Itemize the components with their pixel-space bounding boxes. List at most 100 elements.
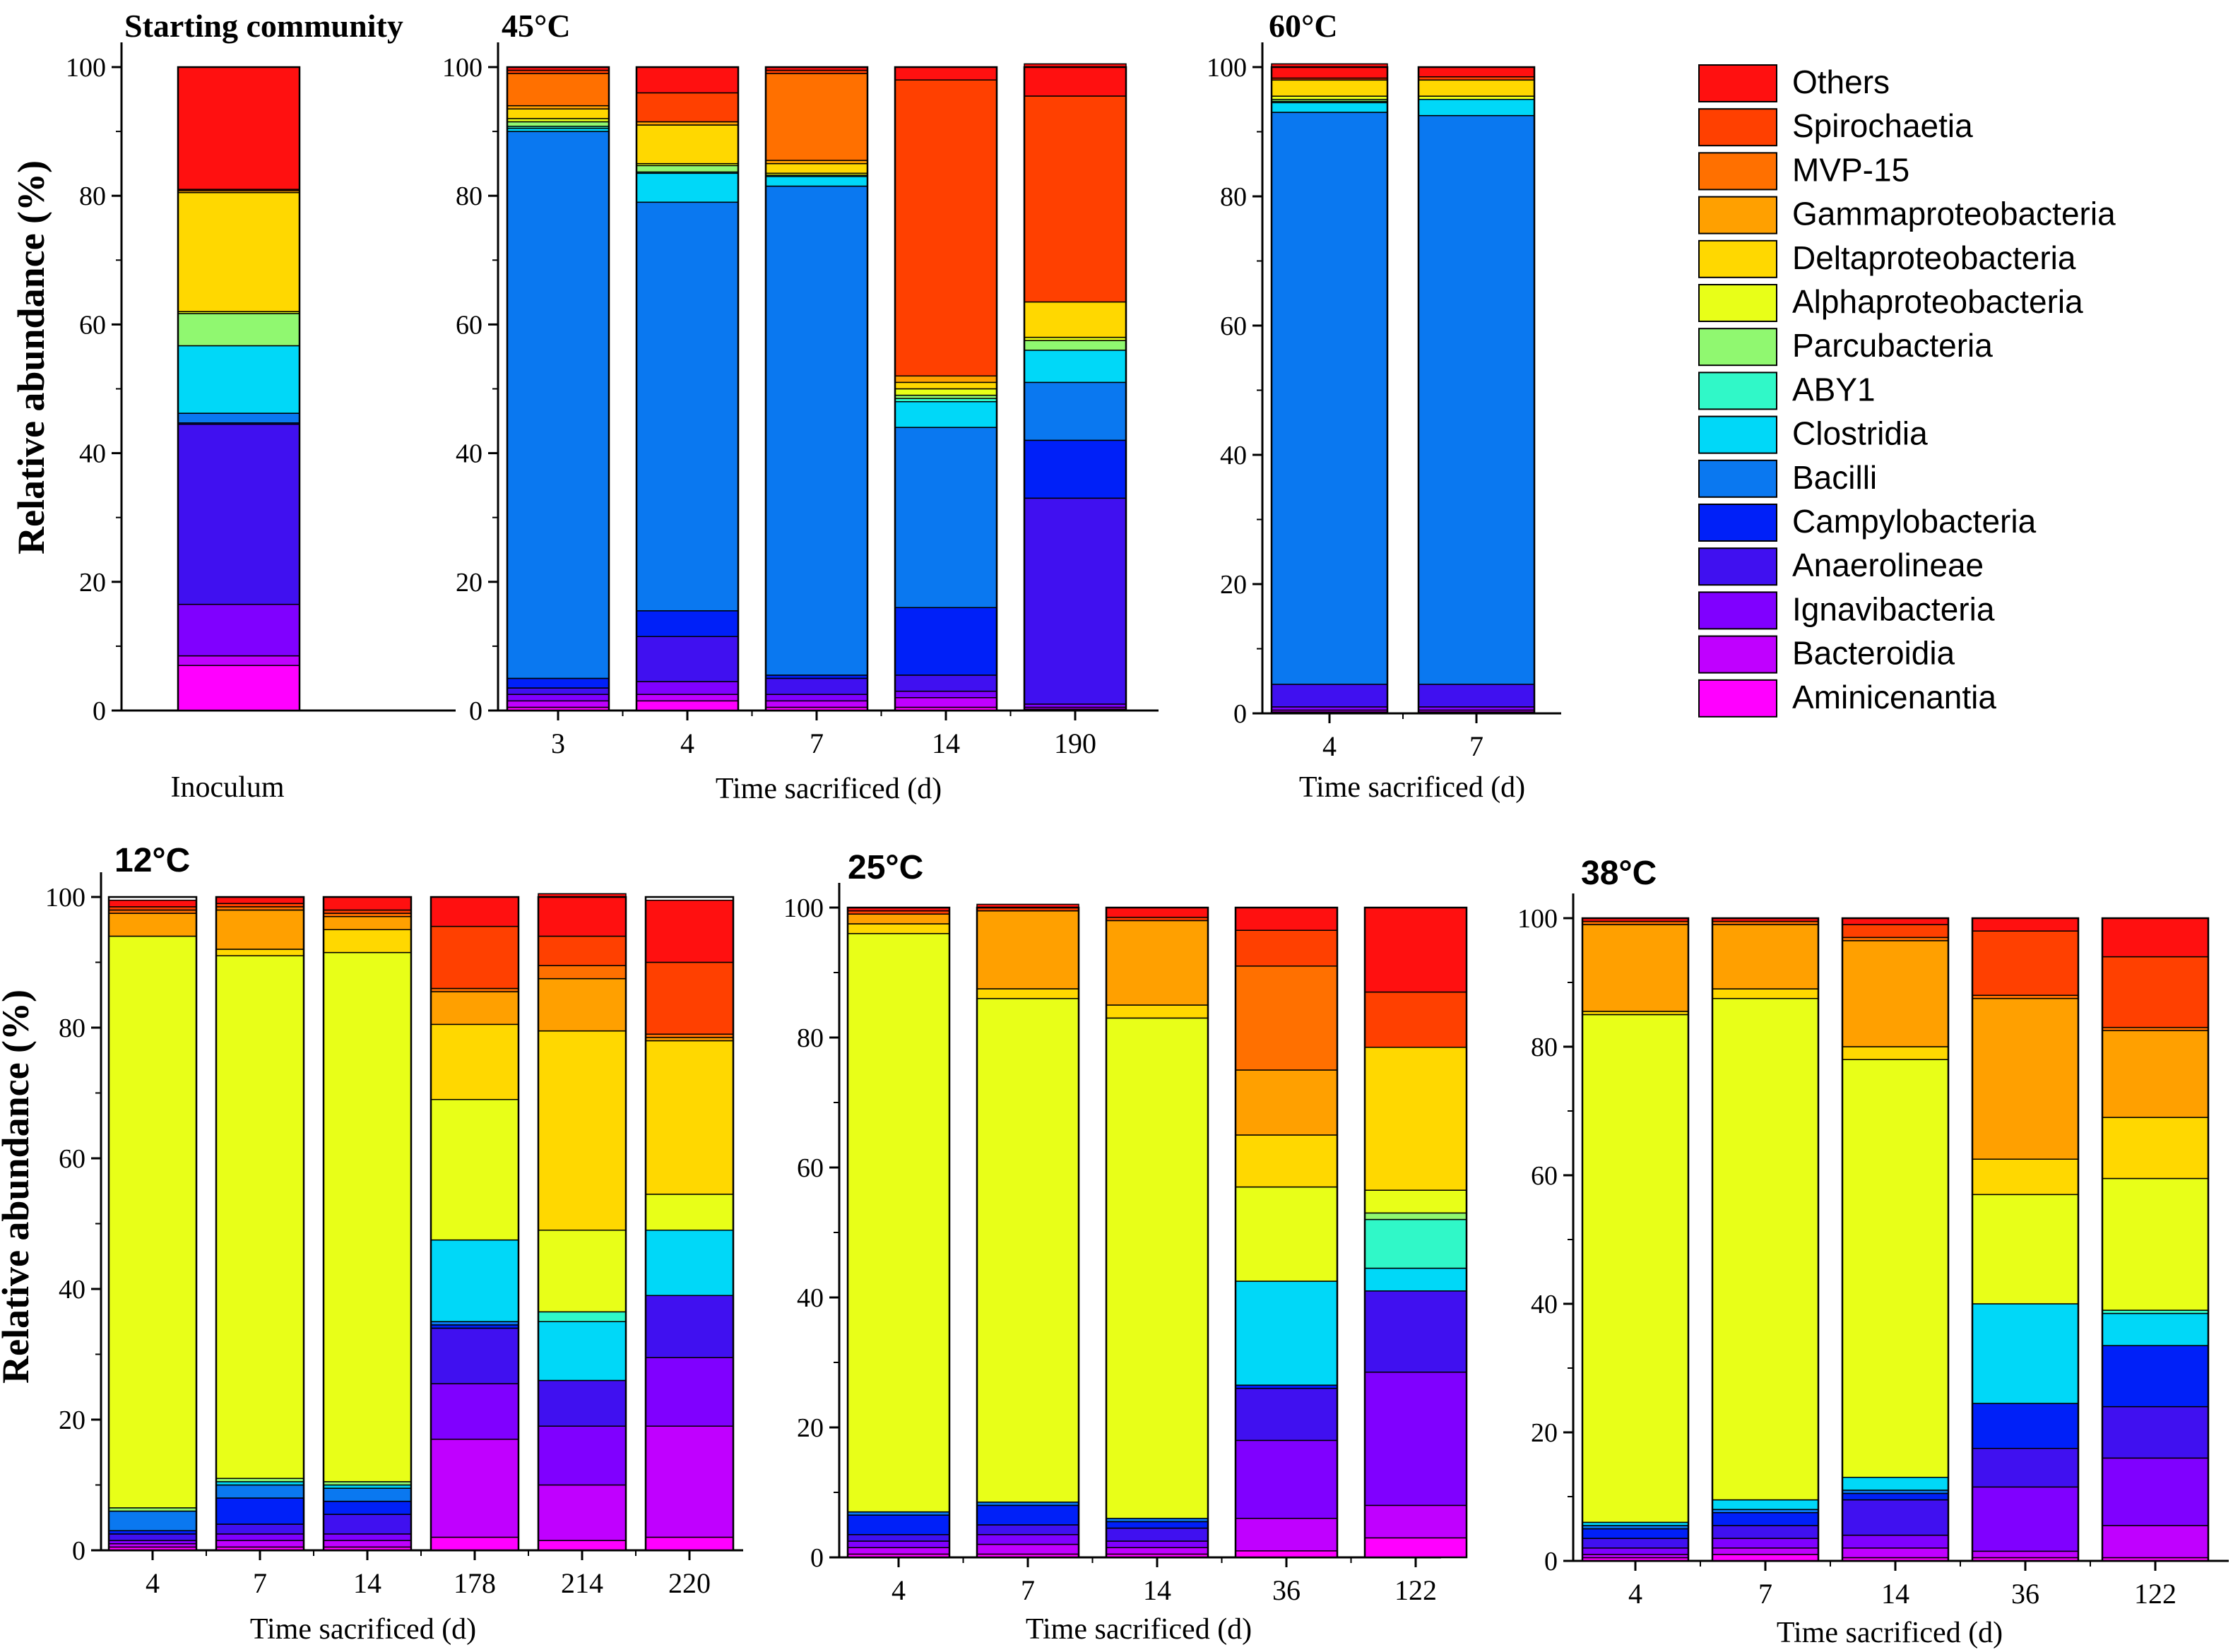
bar-segment-deltaproteobacteria-14 [323,929,412,953]
bar-segment-clostridia-14 [1842,1476,1949,1491]
bar-segment-ignavibacteria-122 [1364,1372,1467,1507]
y-tick-label: 80 [79,182,106,211]
bar-segment-clostridia-36 [1235,1280,1338,1386]
bar-segment-deltaproteobacteria-7 [765,162,868,174]
bar-segment-alphaproteobacteria-7 [215,955,304,1479]
bar-segment-others-14 [1106,907,1209,918]
legend-swatch [1698,196,1777,234]
y-tick-label: 40 [1531,1290,1558,1319]
bar-segment-campylobacteria-4 [847,1514,950,1535]
bar-segment-deltaproteobacteria-122 [1364,1047,1467,1191]
bar-segment-others-7 [1418,66,1535,78]
x-tick-label: 7 [810,727,824,759]
bar-segment-deltaproteobacteria-4 [1271,79,1388,97]
x-tick-label: 14 [1143,1574,1171,1606]
bar-segment-campylobacteria-14 [1106,1521,1209,1529]
bar-segment-campylobacteria-122 [2102,1345,2209,1408]
bar-segment-gammaproteobacteria-7 [1712,924,1819,990]
bar-segment-ignavibacteria-7 [976,1534,1079,1545]
bar-segment-bacteroidia-Inoculum [177,655,300,666]
x-tick-label: 36 [2011,1578,2039,1610]
bar-segment-gammaproteobacteria-7 [976,910,1079,990]
legend-swatch [1698,415,1777,454]
panel-title-45c: 45°C [502,8,571,44]
bar-segment-alphaproteobacteria-122 [1364,1189,1467,1214]
panel-5: 0 20 40 60 80 100 4 7 14 36 122 [1517,893,2229,1610]
bar-segment-bacteroidia-122 [2102,1525,2209,1559]
bar-segment-campylobacteria-36 [1972,1403,2079,1449]
bar-segment-clostridia-4 [1271,102,1388,113]
y-tick-label: 40 [79,439,106,469]
bar-segment-deltaproteobacteria-4 [636,124,739,165]
bar-segment-aminicenantia-Inoculum [177,665,300,711]
legend-item: Clostridia [1698,415,1928,454]
bar-segment-others-14 [894,66,997,81]
bar-segment-ignavibacteria-36 [1972,1486,2079,1552]
y-tick-label: 20 [456,568,482,598]
bar-segment-bacteroidia-7 [215,1540,304,1548]
x-tick-label: 7 [1021,1574,1035,1606]
bar-segment-gammaproteobacteria-122 [2102,1030,2209,1118]
bar-segment-bacteroidia-36 [1235,1518,1338,1552]
bar-segment-aminicenantia-122 [1364,1537,1467,1558]
bar-segment-bacilli-Inoculum [177,412,300,424]
bar-segment-anaerolineae-7 [765,677,868,695]
bar-segment-bacteroidia-4 [847,1547,950,1555]
panel-0: 0 20 40 60 80 100 [66,42,456,726]
bar-segment-ignavibacteria-4 [636,681,739,695]
y-tick-label: 40 [59,1275,85,1305]
x-tick-label: 4 [892,1574,906,1606]
bar-segment-anaerolineae-190 [1024,497,1127,705]
x-tick-label: 14 [353,1567,381,1599]
y-tick-label: 60 [1531,1161,1558,1191]
bar-segment-clostridia-4 [636,172,739,203]
bar-segment-bacteroidia-4 [636,694,739,702]
y-tick-label: 0 [72,1536,85,1566]
bar-segment-spirochaetia-122 [1364,991,1467,1048]
bar-segment-aminicenantia-178 [430,1536,519,1551]
bar-segment-others-122 [2102,917,2209,958]
y-tick-label: 0 [1544,1547,1558,1576]
bar-segment-bacteroidia-36 [1972,1550,2079,1559]
y-tick-label: 80 [59,1014,85,1043]
bar-segment-alphaproteobacteria-4 [108,935,197,1509]
bar-segment-gammaproteobacteria-178 [430,991,519,1026]
bar-segment-alphaproteobacteria-178 [430,1099,519,1241]
bar-segment-gammaproteobacteria-14 [1842,940,1949,1047]
y-tick-label: 20 [797,1413,824,1443]
x-tick-label: 7 [1758,1578,1772,1610]
y-tick-label: 40 [456,439,482,469]
legend-swatch [1698,152,1777,191]
bar-segment-others-7 [215,896,304,904]
bar-segment-bacilli-4 [108,1510,197,1531]
bar-segment-others-220 [645,899,734,963]
bar-segment-spirochaetia-14 [894,79,997,377]
legend-item: Deltaproteobacteria [1698,239,2076,278]
bar-segment-campylobacteria-4 [1582,1528,1689,1539]
bar-segment-others-190 [1024,63,1127,97]
bar-segment-ignavibacteria-220 [645,1357,734,1427]
bar-segment-gammaproteobacteria-7 [215,909,304,950]
bar-segment-clostridia-7 [765,176,868,187]
bar-segment-alphaproteobacteria-214 [538,1230,627,1313]
legend-item: Bacilli [1698,459,1877,498]
bar-segment-gammaproteobacteria-14 [894,375,997,384]
bar-segment-bacteroidia-122 [1364,1504,1467,1539]
bar-segment-campylobacteria-14 [323,1500,412,1515]
bar-segment-others-14 [323,896,412,911]
bar-segment-bacteroidia-3 [507,700,610,708]
bar-segment-others-122 [1364,907,1467,993]
bar-segment-gammaproteobacteria-4 [847,913,950,925]
bar-segment-bacilli-7 [1418,114,1535,685]
bar-segment-aminicenantia-220 [645,1536,734,1551]
bar-segment-anaerolineae-36 [1235,1388,1338,1442]
bar-segment-spirochaetia-36 [1972,930,2079,996]
y-tick-label: 0 [810,1543,824,1573]
bar-segment-bacilli-190 [1024,381,1127,441]
bar-segment-others-36 [1235,907,1338,931]
y-tick-label: 100 [783,893,824,923]
bar-segment-bacilli-3 [507,131,610,679]
bar-segment-spirochaetia-190 [1024,95,1127,303]
bar-segment-alphaproteobacteria-36 [1972,1194,2079,1305]
bar-segment-parcubacteria-190 [1024,340,1127,351]
